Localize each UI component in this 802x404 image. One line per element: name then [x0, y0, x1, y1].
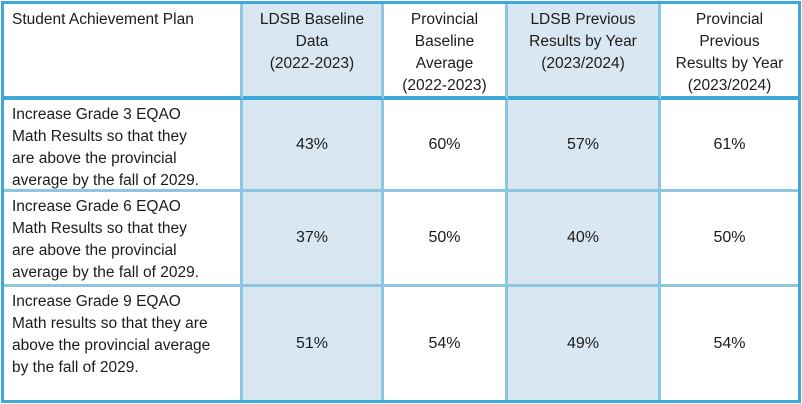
header-cell-provincial-previous-results: Provincial Previous Results by Year (202…	[661, 4, 798, 100]
goal-cell-grade-9: Increase Grade 9 EQAO Math results so th…	[4, 287, 243, 400]
value-cell-grade6-provincial-baseline: 50%	[384, 192, 508, 287]
header-cell-ldsb-baseline-data: LDSB Baseline Data (2022-2023)	[243, 4, 384, 100]
value-cell-grade9-provincial-baseline: 54%	[384, 287, 508, 400]
value-cell-grade3-provincial-baseline: 60%	[384, 100, 508, 192]
goal-cell-grade-3: Increase Grade 3 EQAO Math Results so th…	[4, 100, 243, 192]
header-cell-provincial-baseline-average: Provincial Baseline Average (2022-2023)	[384, 4, 508, 100]
header-cell-ldsb-previous-results: LDSB Previous Results by Year (2023/2024…	[508, 4, 661, 100]
value-cell-grade9-provincial-previous: 54%	[713, 334, 746, 352]
value-cell-grade6-provincial-previous: 50%	[661, 192, 798, 287]
value-cell-grade3-provincial-previous: 61%	[661, 100, 798, 192]
header-cell-student-achievement-plan: Student Achievement Plan	[4, 4, 243, 100]
value-cell-grade6-ldsb-baseline: 37%	[243, 192, 384, 287]
value-cell-grade9-ldsb-previous: 49%	[508, 287, 661, 400]
value-cell-grade6-ldsb-previous: 40%	[508, 192, 661, 287]
value-cell-grade3-ldsb-previous: 57%	[508, 100, 661, 192]
value-cell-grade9-ldsb-baseline: 51%	[243, 287, 384, 400]
value-cell-grade3-ldsb-baseline: 43%	[243, 100, 384, 192]
goal-cell-grade-6: Increase Grade 6 EQAO Math Results so th…	[4, 192, 243, 287]
